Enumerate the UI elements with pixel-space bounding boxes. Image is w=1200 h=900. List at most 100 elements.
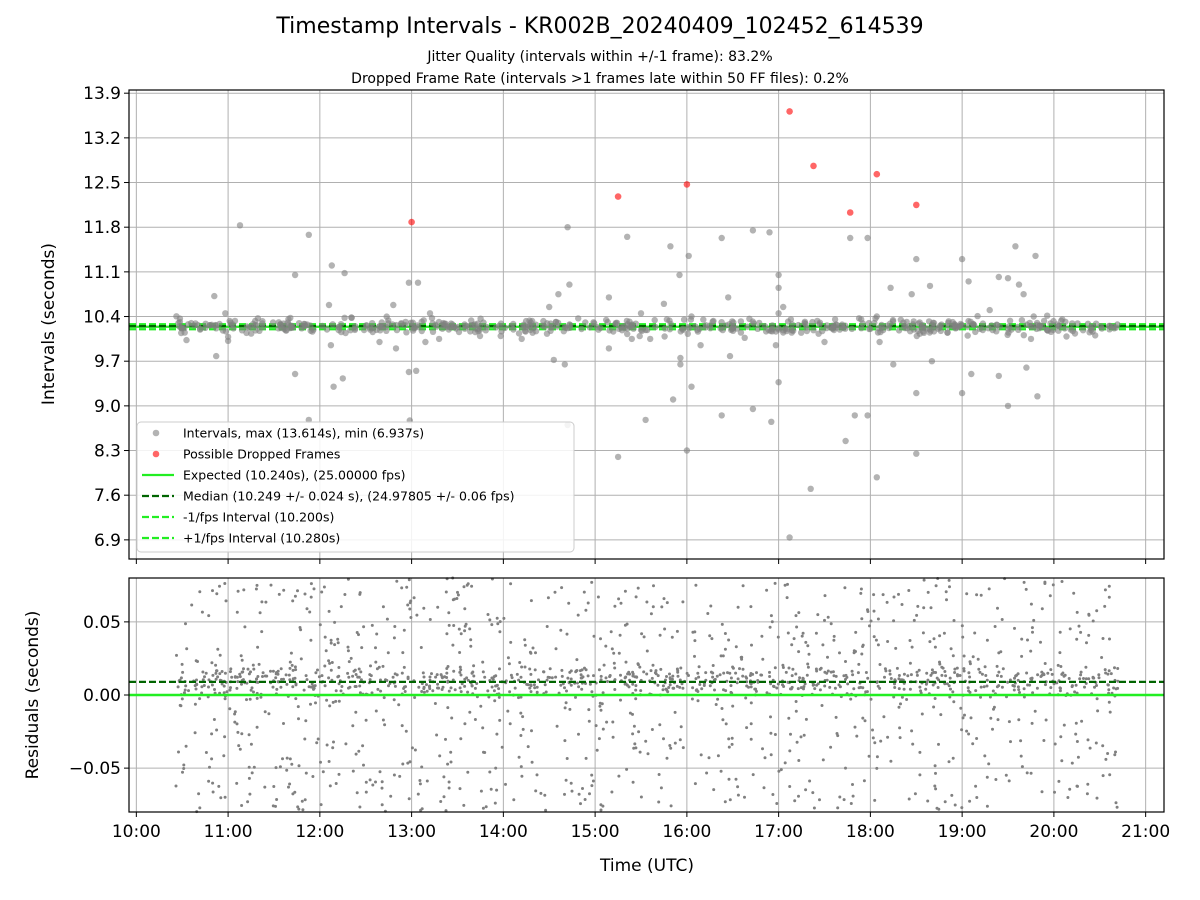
residual-point bbox=[679, 725, 683, 729]
residual-point bbox=[886, 735, 890, 739]
residual-point bbox=[638, 665, 642, 669]
residual-point bbox=[781, 663, 785, 667]
residual-point bbox=[455, 597, 459, 600]
residual-point bbox=[713, 688, 716, 692]
residual-point bbox=[798, 676, 802, 680]
residual-point bbox=[201, 678, 205, 682]
interval-point bbox=[821, 338, 828, 346]
residual-point bbox=[1068, 787, 1072, 791]
residual-point bbox=[912, 618, 916, 622]
residual-point bbox=[985, 678, 989, 682]
residual-point bbox=[596, 595, 600, 599]
jitter-quality-subtitle: Jitter Quality (intervals within +/-1 fr… bbox=[427, 49, 773, 65]
residual-point bbox=[676, 674, 680, 678]
residual-point bbox=[255, 725, 259, 729]
residual-point bbox=[1077, 624, 1081, 628]
residual-point bbox=[294, 697, 298, 701]
residual-point bbox=[479, 704, 483, 708]
residual-point bbox=[709, 604, 713, 608]
residual-point bbox=[832, 638, 836, 642]
residual-point bbox=[255, 583, 259, 587]
residual-point bbox=[685, 671, 689, 675]
residual-point bbox=[666, 690, 670, 694]
residual-point bbox=[337, 699, 341, 703]
residual-point bbox=[644, 739, 648, 743]
residual-point bbox=[425, 779, 429, 783]
residual-point bbox=[391, 675, 395, 679]
residual-point bbox=[473, 718, 477, 721]
residual-point bbox=[1046, 671, 1050, 675]
dropped-frame-points bbox=[408, 108, 920, 226]
residual-point bbox=[436, 605, 440, 609]
residual-point bbox=[214, 663, 218, 667]
residual-point bbox=[869, 619, 873, 623]
residual-point bbox=[854, 630, 858, 634]
residual-point bbox=[377, 665, 381, 669]
residual-point bbox=[720, 707, 724, 710]
residual-point bbox=[309, 702, 312, 706]
interval-point bbox=[970, 321, 978, 329]
residual-point bbox=[749, 605, 753, 609]
residual-point bbox=[294, 682, 298, 686]
interval-point bbox=[578, 325, 585, 333]
residual-point bbox=[240, 658, 244, 662]
residual-point bbox=[1074, 721, 1078, 725]
x-tick-label: 20:00 bbox=[1029, 822, 1078, 842]
residual-point bbox=[738, 667, 741, 671]
residual-point bbox=[638, 750, 642, 754]
interval-point bbox=[462, 322, 469, 329]
residual-point bbox=[650, 676, 654, 680]
residual-point bbox=[724, 722, 728, 726]
residual-point bbox=[250, 771, 254, 775]
residual-point bbox=[376, 687, 380, 691]
residual-point bbox=[347, 686, 350, 690]
residual-point bbox=[1073, 690, 1077, 694]
interval-point bbox=[1061, 325, 1068, 332]
residual-point bbox=[317, 675, 321, 679]
interval-point bbox=[651, 316, 658, 324]
residual-point bbox=[617, 651, 621, 655]
residual-point bbox=[773, 733, 777, 736]
residual-point bbox=[207, 779, 211, 783]
residual-point bbox=[323, 684, 327, 688]
residual-point bbox=[1060, 672, 1064, 676]
residual-point bbox=[447, 689, 451, 693]
residual-point bbox=[509, 640, 513, 644]
residual-point bbox=[184, 622, 187, 626]
residual-point bbox=[813, 687, 817, 691]
residual-point bbox=[723, 647, 727, 651]
residual-point bbox=[631, 780, 635, 784]
residual-point bbox=[984, 674, 988, 677]
residual-point bbox=[368, 778, 372, 782]
interval-point bbox=[269, 319, 277, 326]
residual-point bbox=[452, 669, 456, 673]
interval-point bbox=[483, 323, 490, 331]
residual-point bbox=[883, 667, 887, 671]
residual-point bbox=[1068, 627, 1072, 631]
residual-point bbox=[330, 661, 334, 664]
residual-point bbox=[404, 729, 408, 733]
residual-point bbox=[665, 601, 669, 605]
residual-point bbox=[761, 747, 764, 751]
interval-point bbox=[624, 330, 631, 338]
residual-point bbox=[844, 677, 847, 681]
residual-point bbox=[933, 764, 937, 768]
interval-point bbox=[847, 234, 854, 242]
residual-point bbox=[897, 705, 901, 709]
residual-point bbox=[303, 737, 307, 741]
residual-point bbox=[279, 685, 283, 689]
residual-point bbox=[304, 771, 308, 775]
residual-point bbox=[649, 669, 653, 673]
residual-point bbox=[243, 625, 247, 629]
residual-point bbox=[198, 697, 202, 701]
residual-point bbox=[605, 720, 609, 724]
residual-point bbox=[844, 673, 848, 677]
residual-point bbox=[217, 784, 221, 788]
interval-point bbox=[945, 323, 952, 330]
residual-point bbox=[908, 639, 912, 642]
interval-point bbox=[848, 325, 856, 333]
residual-point bbox=[223, 671, 227, 675]
residual-point bbox=[297, 764, 301, 768]
residual-point bbox=[425, 689, 429, 693]
interval-point bbox=[958, 255, 966, 263]
